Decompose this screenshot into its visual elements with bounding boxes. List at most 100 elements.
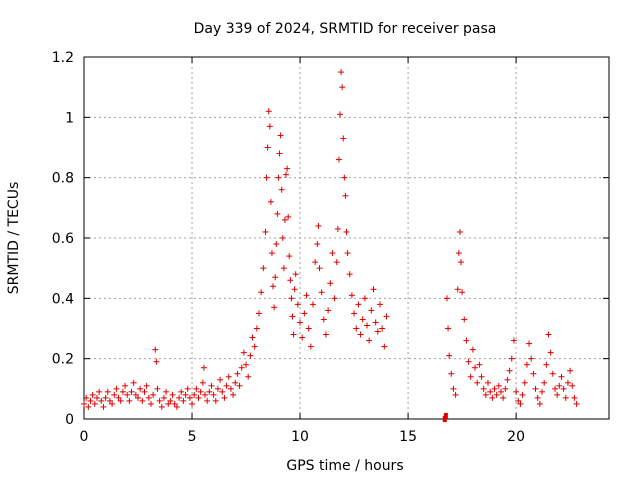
- data-point: [344, 250, 351, 257]
- data-point: [370, 286, 377, 293]
- data-point: [474, 379, 481, 386]
- data-point: [571, 394, 578, 401]
- data-point: [333, 259, 340, 266]
- data-point: [556, 382, 563, 389]
- data-point: [236, 382, 243, 389]
- data-point: [359, 316, 366, 323]
- data-point: [508, 355, 515, 362]
- data-point: [115, 394, 122, 401]
- data-point: [301, 310, 308, 317]
- x-tick-label: 15: [399, 429, 417, 445]
- data-point: [482, 391, 489, 398]
- data-point: [204, 397, 211, 404]
- data-point: [339, 84, 346, 91]
- data-point: [130, 379, 137, 386]
- data-point: [189, 400, 196, 407]
- data-point: [472, 364, 479, 371]
- data-point: [340, 135, 347, 142]
- data-point: [263, 174, 270, 181]
- data-point: [184, 385, 191, 392]
- data-point: [253, 325, 260, 332]
- data-point: [554, 391, 561, 398]
- grid: [84, 57, 609, 419]
- data-point: [480, 385, 487, 392]
- data-point: [153, 358, 160, 365]
- data-point: [465, 358, 472, 365]
- data-point: [376, 301, 383, 308]
- data-point: [335, 156, 342, 163]
- y-tick-label: 0.2: [52, 352, 74, 368]
- data-point: [294, 301, 301, 308]
- data-point: [510, 337, 517, 344]
- data-point: [318, 289, 325, 296]
- data-point: [456, 228, 463, 235]
- data-point: [383, 313, 390, 320]
- data-point: [534, 394, 541, 401]
- data-point: [320, 316, 327, 323]
- data-point: [338, 69, 345, 76]
- data-point: [448, 370, 455, 377]
- data-point: [197, 388, 204, 395]
- y-tick-label: 0: [65, 412, 74, 428]
- data-point: [276, 150, 283, 157]
- data-point: [256, 310, 262, 317]
- data-point: [515, 397, 522, 404]
- data-point: [286, 253, 293, 260]
- data-point: [346, 271, 353, 278]
- data-point: [454, 286, 461, 293]
- data-point: [98, 397, 105, 404]
- data-point: [267, 198, 274, 205]
- data-point: [567, 367, 574, 374]
- data-point: [500, 394, 507, 401]
- data-point: [109, 400, 116, 407]
- x-tick-label: 5: [188, 429, 197, 445]
- data-point: [285, 213, 292, 220]
- data-point: [372, 319, 379, 326]
- data-point: [275, 174, 282, 181]
- data-point: [322, 331, 329, 338]
- data-point: [147, 400, 154, 407]
- data-point: [316, 265, 323, 272]
- data-point: [478, 373, 485, 380]
- data-point: [89, 391, 96, 398]
- data-point: [102, 394, 109, 401]
- data-point: [96, 388, 103, 395]
- data-point: [497, 388, 504, 395]
- data-point: [85, 403, 92, 410]
- data-point: [487, 388, 494, 395]
- data-point: [442, 416, 447, 422]
- data-point: [167, 397, 174, 404]
- data-point: [513, 388, 520, 395]
- data-point: [191, 391, 198, 398]
- data-point: [348, 292, 355, 299]
- chart-title: Day 339 of 2024, SRMTID for receiver pas…: [194, 21, 497, 37]
- data-point: [485, 379, 492, 386]
- data-point: [502, 385, 509, 392]
- data-point: [287, 277, 294, 284]
- data-point: [111, 391, 118, 398]
- data-point: [278, 186, 285, 193]
- data-point: [450, 385, 457, 392]
- data-point: [124, 391, 131, 398]
- data-point: [277, 132, 284, 139]
- y-tick-label: 1: [65, 110, 74, 126]
- y-axis: 0 0.2 0.4 0.6 0.8 1 1.2: [52, 50, 609, 428]
- data-point: [342, 192, 349, 199]
- data-point: [91, 400, 98, 407]
- data-point: [119, 388, 126, 395]
- data-point: [325, 307, 332, 314]
- data-point: [264, 144, 271, 151]
- data-point: [310, 301, 317, 308]
- data-point: [178, 388, 185, 395]
- data-point: [331, 295, 338, 302]
- data-point: [569, 382, 576, 389]
- x-axis-label: GPS time / hours: [286, 458, 403, 474]
- data-point: [517, 400, 524, 407]
- data-point: [160, 394, 167, 401]
- data-point: [154, 385, 161, 392]
- data-point: [334, 225, 341, 232]
- data-point: [493, 391, 500, 398]
- x-tick-label: 20: [507, 429, 525, 445]
- data-point: [273, 241, 280, 248]
- data-point: [143, 382, 150, 389]
